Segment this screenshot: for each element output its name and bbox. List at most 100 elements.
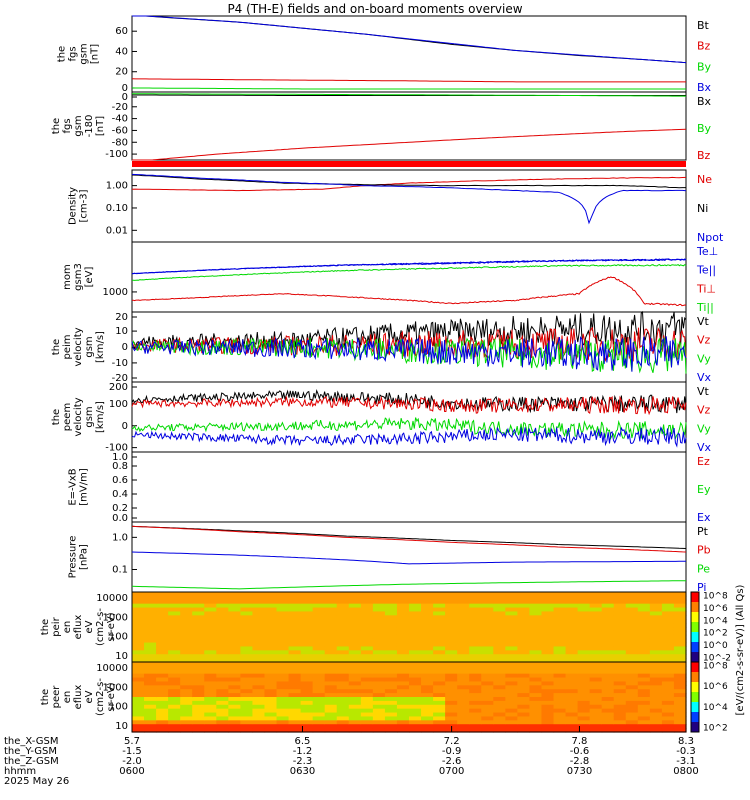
- spectrogram-cell: [372, 708, 386, 714]
- spectrogram-cell: [204, 677, 217, 683]
- spectrogram-cell: [324, 697, 338, 702]
- spectrogram-cell: [228, 689, 241, 694]
- spectrogram-cell: [264, 712, 278, 718]
- spectrogram-cell: [300, 607, 314, 613]
- spectrogram-cell: [577, 595, 591, 601]
- spectrogram-cell: [228, 716, 241, 721]
- spectrogram-cell: [372, 619, 386, 624]
- spectrogram-cell: [649, 623, 663, 628]
- spectrogram-cell: [673, 623, 687, 628]
- legend-entry: Bz: [697, 40, 711, 53]
- spectrogram-cell: [457, 592, 470, 597]
- spectrogram-cell: [396, 662, 410, 667]
- spectrogram-cell: [324, 619, 338, 624]
- spectrogram-cell: [180, 720, 193, 725]
- spectrogram-cell: [613, 720, 627, 725]
- y-tick-label: 0.2: [112, 503, 128, 514]
- spectrogram-cell: [409, 607, 422, 613]
- spectrogram-cell: [348, 669, 362, 675]
- spectrogram-cell: [577, 611, 591, 616]
- spectrogram-cell: [541, 630, 555, 636]
- spectrogram-cell: [637, 697, 651, 702]
- spectrogram-cell: [409, 689, 422, 694]
- spectrogram-cell: [577, 646, 591, 651]
- spectrogram-cell: [445, 700, 458, 706]
- spectrogram-cell: [372, 611, 386, 616]
- spectrogram-cell: [433, 654, 446, 659]
- spectrogram-cell: [481, 611, 494, 616]
- spectrogram-cell: [180, 724, 193, 729]
- spectrogram-cell: [228, 623, 241, 628]
- spectrogram-cell: [517, 724, 531, 729]
- spectrogram-cell: [252, 677, 266, 683]
- spectrogram-cell: [421, 693, 434, 698]
- y-axis-label: (cm2-s-: [95, 678, 106, 716]
- y-tick-label: 60: [115, 26, 128, 37]
- spectrogram-cell: [661, 720, 675, 725]
- spectrogram-cell: [433, 677, 446, 683]
- spectrogram-cell: [324, 654, 338, 659]
- spectrogram-cell: [192, 642, 205, 648]
- spectrogram-cell: [192, 693, 205, 698]
- spectrogram-cell: [445, 665, 458, 671]
- spectrogram-cell: [336, 681, 350, 686]
- y-axis-label: the: [51, 339, 62, 355]
- spectrogram-cell: [529, 654, 543, 659]
- spectrogram-cell: [168, 724, 181, 729]
- spectrogram-cell: [661, 638, 675, 644]
- spectrogram-cell: [216, 716, 229, 721]
- spectrogram-cell: [493, 603, 506, 609]
- spectrogram-cell: [300, 677, 314, 683]
- spectrogram-cell: [613, 700, 627, 706]
- spectrogram-cell: [565, 623, 579, 628]
- spectrogram-cell: [517, 630, 531, 636]
- spectrogram-cell: [673, 642, 687, 648]
- panel-frame-temperature: [131, 241, 687, 313]
- spectrogram-cell: [493, 708, 506, 714]
- spectrogram-cell: [577, 673, 591, 679]
- spectrogram-cell: [288, 611, 302, 616]
- time-axis-value: 0600: [119, 766, 144, 777]
- spectrogram-cell: [312, 716, 326, 721]
- spectrogram-cell: [637, 681, 651, 686]
- spectrogram-cell: [541, 627, 555, 632]
- y-axis-label: peir: [51, 616, 62, 636]
- spectrogram-cell: [300, 627, 314, 632]
- spectrogram-cell: [348, 673, 362, 679]
- spectrogram-cell: [348, 704, 362, 710]
- spectrogram-cell: [421, 646, 434, 651]
- spectrogram-cell: [457, 704, 470, 710]
- y-tick-label: 1000: [103, 682, 128, 693]
- time-axis-value: 7.2: [444, 736, 460, 747]
- spectrogram-cell: [348, 658, 362, 663]
- spectrogram-cell: [348, 615, 362, 620]
- spectrogram-cell: [601, 630, 615, 636]
- spectrogram-cell: [541, 658, 555, 663]
- spectrogram-cell: [469, 728, 482, 733]
- spectrogram-cell: [276, 724, 290, 729]
- spectrogram-cell: [637, 689, 651, 694]
- spectrogram-cell: [541, 708, 555, 714]
- spectrogram-cell: [360, 662, 374, 667]
- spectrogram-cell: [228, 592, 241, 597]
- spectrogram-cell: [601, 677, 615, 683]
- spectrogram-cell: [409, 716, 422, 721]
- spectrogram-cell: [372, 627, 386, 632]
- spectrogram-cell: [589, 700, 603, 706]
- spectrogram-cell: [144, 677, 157, 683]
- spectrogram-cell: [192, 665, 205, 671]
- spectrogram-cell: [156, 650, 169, 655]
- spectrogram-cell: [625, 658, 639, 663]
- spectrogram-cell: [180, 607, 193, 613]
- spectrogram-cell: [132, 662, 145, 667]
- spectrogram-cell: [565, 693, 579, 698]
- spectrogram-cell: [264, 638, 278, 644]
- spectrogram-cell: [661, 677, 675, 683]
- spectrogram-cell: [457, 712, 470, 718]
- spectrogram-cell: [156, 693, 169, 698]
- spectrogram-cell: [637, 638, 651, 644]
- spectrogram-cell: [637, 720, 651, 725]
- spectrogram-cell: [360, 658, 374, 663]
- spectrogram-cell: [541, 615, 555, 620]
- spectrogram-cell: [457, 611, 470, 616]
